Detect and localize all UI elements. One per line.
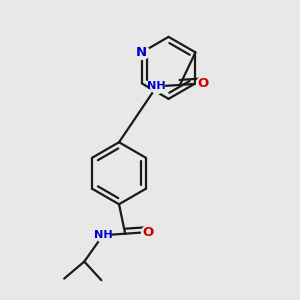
Text: N: N <box>136 46 147 59</box>
Text: O: O <box>142 226 153 238</box>
Text: NH: NH <box>94 230 112 240</box>
Text: NH: NH <box>147 82 166 92</box>
Text: O: O <box>198 77 209 90</box>
